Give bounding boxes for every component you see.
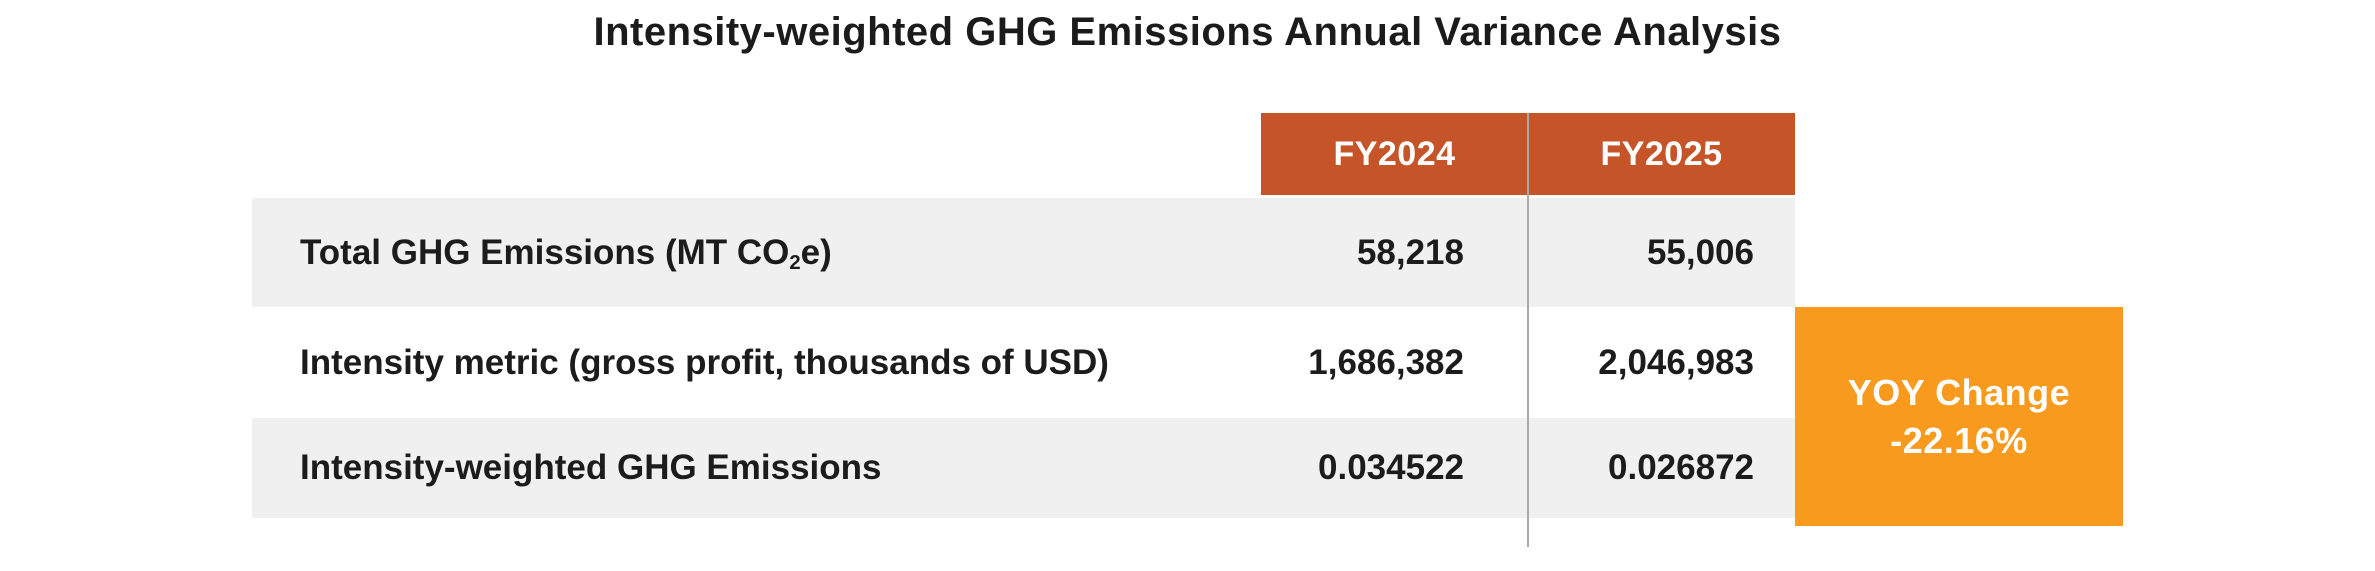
table-row-intensity-weighted: Intensity-weighted GHG Emissions 0.03452… xyxy=(252,418,1795,518)
column-header-fy2024: FY2024 xyxy=(1261,113,1528,195)
column-header-fy2025: FY2025 xyxy=(1528,113,1795,195)
value-fy2025: 2,046,983 xyxy=(1598,342,1754,382)
row-label: Intensity-weighted GHG Emissions xyxy=(252,448,1261,488)
row-label-subscript: 2 xyxy=(789,252,801,275)
row-label: Total GHG Emissions (MT CO2e) xyxy=(252,232,1261,275)
row-label-text: Total GHG Emissions (MT CO xyxy=(300,232,790,272)
page-title: Intensity-weighted GHG Emissions Annual … xyxy=(593,10,1782,54)
row-label-text: Intensity-weighted GHG Emissions xyxy=(300,448,882,487)
table-row-total-ghg: Total GHG Emissions (MT CO2e) 58,218 55,… xyxy=(252,198,1795,307)
row-label: Intensity metric (gross profit, thousand… xyxy=(252,343,1261,383)
value-fy2024: 58,218 xyxy=(1356,232,1464,272)
row-label-suffix: e) xyxy=(800,232,832,272)
column-divider-line xyxy=(1527,113,1529,547)
row-label-text: Intensity metric (gross profit, thousand… xyxy=(300,342,1109,382)
yoy-change-label: YOY Change xyxy=(1847,371,2071,413)
yoy-change-value: -22.16% xyxy=(1890,419,2028,461)
yoy-change-badge: YOY Change -22.16% xyxy=(1795,307,2123,526)
value-fy2024: 1,686,382 xyxy=(1308,342,1464,382)
value-fy2025: 0.026872 xyxy=(1608,448,1754,487)
value-fy2024: 0.034522 xyxy=(1318,448,1464,487)
value-fy2025: 55,006 xyxy=(1646,232,1754,272)
table-row-intensity-metric: Intensity metric (gross profit, thousand… xyxy=(252,307,1795,418)
table-column-headers: FY2024 FY2025 xyxy=(1261,113,1795,195)
